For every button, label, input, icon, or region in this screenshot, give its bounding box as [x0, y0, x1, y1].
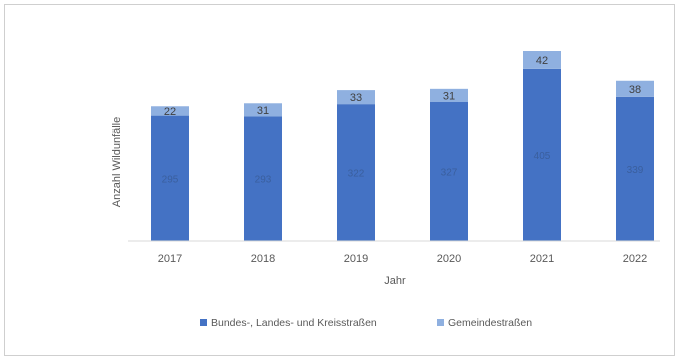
x-tick-label-2019: 2019: [344, 253, 368, 265]
legend: Bundes-, Landes- und Kreisstraßen Gemeind…: [200, 317, 532, 329]
x-tick-label-2021: 2021: [530, 253, 554, 265]
data-label-bundes-landes-kreisstrassen-2022: 339: [627, 165, 644, 176]
bar-bundes-landes-kreisstrassen-2022: [616, 96, 654, 242]
x-tick-label-2020: 2020: [437, 253, 461, 265]
bar-gemeindestrassen-2022: [616, 80, 654, 97]
data-label-bundes-landes-kreisstrassen-2018: 293: [255, 175, 272, 186]
bar-gemeindestrassen-2019: [337, 90, 375, 105]
data-label-gemeindestrassen-2017: 22: [164, 106, 176, 118]
data-label-bundes-landes-kreisstrassen-2019: 322: [348, 169, 365, 180]
legend-swatch-bundes-landes-kreisstrassen: [200, 319, 207, 326]
y-axis-label: Anzahl Wildunfälle: [111, 117, 123, 208]
x-tick-label-2022: 2022: [623, 253, 647, 265]
legend-swatch-gemeindestrassen: [437, 319, 444, 326]
data-label-gemeindestrassen-2021: 42: [536, 55, 548, 67]
bar-gemeindestrassen-2018: [244, 103, 282, 117]
bars-layer: 295 22 293 31 322 33 327 31 405 42 339 38: [151, 51, 654, 242]
data-label-gemeindestrassen-2020: 31: [443, 90, 455, 102]
legend-label-bundes-landes-kreisstrassen: Bundes-, Landes- und Kreisstraßen: [211, 317, 377, 329]
data-label-bundes-landes-kreisstrassen-2020: 327: [441, 168, 458, 179]
data-label-bundes-landes-kreisstrassen-2017: 295: [162, 174, 179, 185]
bar-bundes-landes-kreisstrassen-2020: [430, 102, 468, 241]
bar-bundes-landes-kreisstrassen-2017: [151, 115, 189, 241]
data-label-gemeindestrassen-2018: 31: [257, 105, 269, 117]
bar-bundes-landes-kreisstrassen-2019: [337, 104, 375, 241]
x-tick-labels: 2017 2018 2019 2020 2021 2022: [158, 253, 647, 265]
x-tick-label-2017: 2017: [158, 253, 182, 265]
legend-label-gemeindestrassen: Gemeindestraßen: [448, 317, 532, 329]
x-axis-label: Jahr: [384, 275, 406, 287]
bar-bundes-landes-kreisstrassen-2018: [244, 116, 282, 241]
bar-gemeindestrassen-2020: [430, 88, 468, 103]
data-label-bundes-landes-kreisstrassen-2021: 405: [534, 151, 551, 162]
bar-gemeindestrassen-2021: [523, 51, 561, 69]
x-tick-label-2018: 2018: [251, 253, 275, 265]
bar-bundes-landes-kreisstrassen-2021: [523, 68, 561, 241]
data-label-gemeindestrassen-2022: 38: [629, 84, 641, 96]
data-label-gemeindestrassen-2019: 33: [350, 92, 362, 104]
bar-gemeindestrassen-2017: [151, 106, 189, 116]
